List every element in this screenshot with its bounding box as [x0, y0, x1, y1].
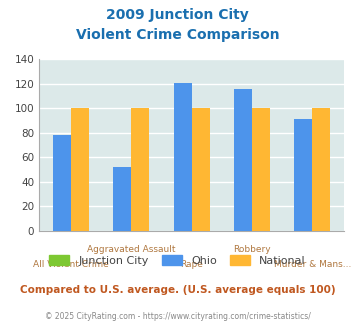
- Text: Compared to U.S. average. (U.S. average equals 100): Compared to U.S. average. (U.S. average …: [20, 285, 335, 295]
- Text: Robbery: Robbery: [233, 245, 271, 254]
- Text: All Violent Crime: All Violent Crime: [33, 260, 109, 269]
- Bar: [252, 109, 270, 231]
- Bar: [174, 83, 192, 231]
- Bar: [192, 109, 210, 231]
- Bar: [53, 135, 71, 231]
- Text: Aggravated Assault: Aggravated Assault: [87, 245, 176, 254]
- Text: © 2025 CityRating.com - https://www.cityrating.com/crime-statistics/: © 2025 CityRating.com - https://www.city…: [45, 312, 310, 321]
- Text: Violent Crime Comparison: Violent Crime Comparison: [76, 28, 279, 42]
- Legend: Junction City, Ohio, National: Junction City, Ohio, National: [46, 252, 309, 269]
- Bar: [312, 109, 331, 231]
- Bar: [234, 89, 252, 231]
- Bar: [113, 167, 131, 231]
- Text: Murder & Mans...: Murder & Mans...: [274, 260, 351, 269]
- Bar: [71, 109, 89, 231]
- Bar: [294, 119, 312, 231]
- Bar: [131, 109, 149, 231]
- Text: 2009 Junction City: 2009 Junction City: [106, 8, 249, 22]
- Text: Rape: Rape: [180, 260, 203, 269]
